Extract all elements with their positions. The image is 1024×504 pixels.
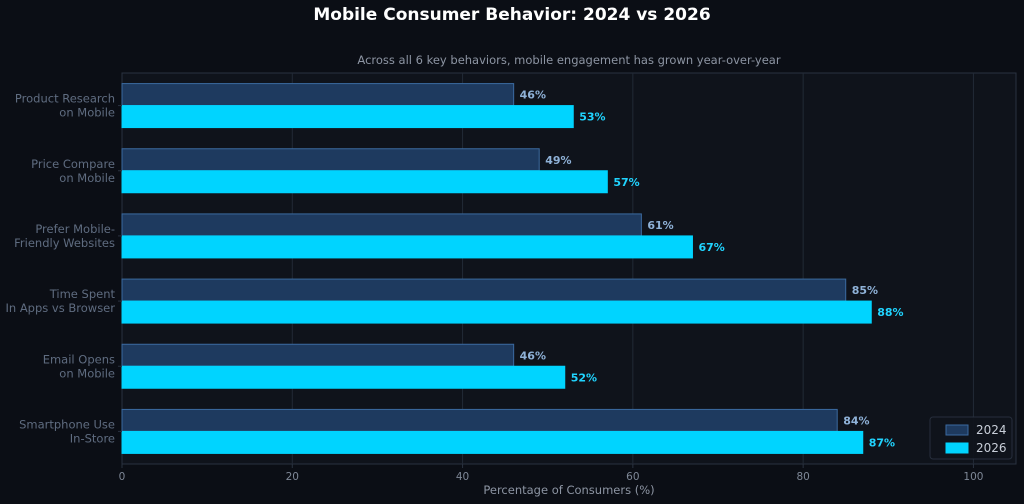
x-tick-label: 100 xyxy=(963,471,983,483)
x-tick-label: 40 xyxy=(456,471,469,483)
bar-2026[interactable] xyxy=(121,235,693,259)
category-label-line: Prefer Mobile- xyxy=(35,222,115,236)
data-label-2026: 57% xyxy=(613,176,639,189)
category-label-line: Smartphone Use xyxy=(19,417,115,431)
bar-2024[interactable] xyxy=(121,278,847,302)
category-label-line: on Mobile xyxy=(59,366,115,380)
category-label: Email Opens on Mobile xyxy=(43,352,115,380)
category-label: Product Research on Mobile xyxy=(15,92,115,120)
data-label-2024: 61% xyxy=(647,219,673,232)
x-axis-label: Percentage of Consumers (%) xyxy=(483,483,654,497)
category-label-line: In Apps vs Browser xyxy=(5,301,115,315)
category-label: Smartphone Use In-Store xyxy=(19,417,115,445)
category-label-line: Price Compare xyxy=(31,157,115,171)
data-label-2026: 53% xyxy=(579,111,605,124)
category-label-line: on Mobile xyxy=(59,106,115,120)
chart-subtitle: Across all 6 key behaviors, mobile engag… xyxy=(357,53,780,67)
legend-label-2026: 2026 xyxy=(976,441,1007,455)
bar-2024[interactable] xyxy=(121,213,642,237)
legend-swatch-2026 xyxy=(945,442,969,454)
data-label-2024: 85% xyxy=(852,284,878,297)
data-label-2024: 46% xyxy=(520,349,546,362)
category-label-line: Product Research xyxy=(15,92,115,106)
category-label: Prefer Mobile-Friendly Websites xyxy=(14,222,115,250)
x-tick-label: 0 xyxy=(119,471,126,483)
bar-2026[interactable] xyxy=(121,365,566,389)
data-label-2026: 87% xyxy=(869,436,895,449)
category-label: Time Spent In Apps vs Browser xyxy=(5,287,115,315)
data-label-2024: 49% xyxy=(545,154,571,167)
bar-2024[interactable] xyxy=(121,83,515,107)
x-tick-label: 60 xyxy=(626,471,639,483)
data-label-2024: 46% xyxy=(520,89,546,102)
category-label-line: Friendly Websites xyxy=(14,236,115,250)
data-label-2026: 52% xyxy=(571,371,597,384)
category-label-line: In-Store xyxy=(70,431,115,445)
data-label-2026: 67% xyxy=(698,241,724,254)
legend-swatch-2024 xyxy=(945,424,969,436)
bar-2024[interactable] xyxy=(121,148,540,172)
legend-label-2024: 2024 xyxy=(976,423,1007,437)
bar-2026[interactable] xyxy=(121,430,864,454)
x-tick-label: 20 xyxy=(286,471,299,483)
bar-2024[interactable] xyxy=(121,343,515,367)
chart-title: Mobile Consumer Behavior: 2024 vs 2026 xyxy=(313,5,710,25)
data-label-2026: 88% xyxy=(877,306,903,319)
bar-2026[interactable] xyxy=(121,105,574,129)
data-label-2024: 84% xyxy=(843,414,869,427)
category-label-line: Email Opens xyxy=(43,352,115,366)
plot-area xyxy=(121,72,1017,465)
category-label-line: on Mobile xyxy=(59,171,115,185)
bar-2026[interactable] xyxy=(121,170,608,194)
category-label: Price Compare on Mobile xyxy=(31,157,115,185)
category-label-line: Time Spent xyxy=(49,287,116,301)
bar-2024[interactable] xyxy=(121,408,838,432)
x-tick-label: 80 xyxy=(796,471,809,483)
bar-2026[interactable] xyxy=(121,300,872,324)
